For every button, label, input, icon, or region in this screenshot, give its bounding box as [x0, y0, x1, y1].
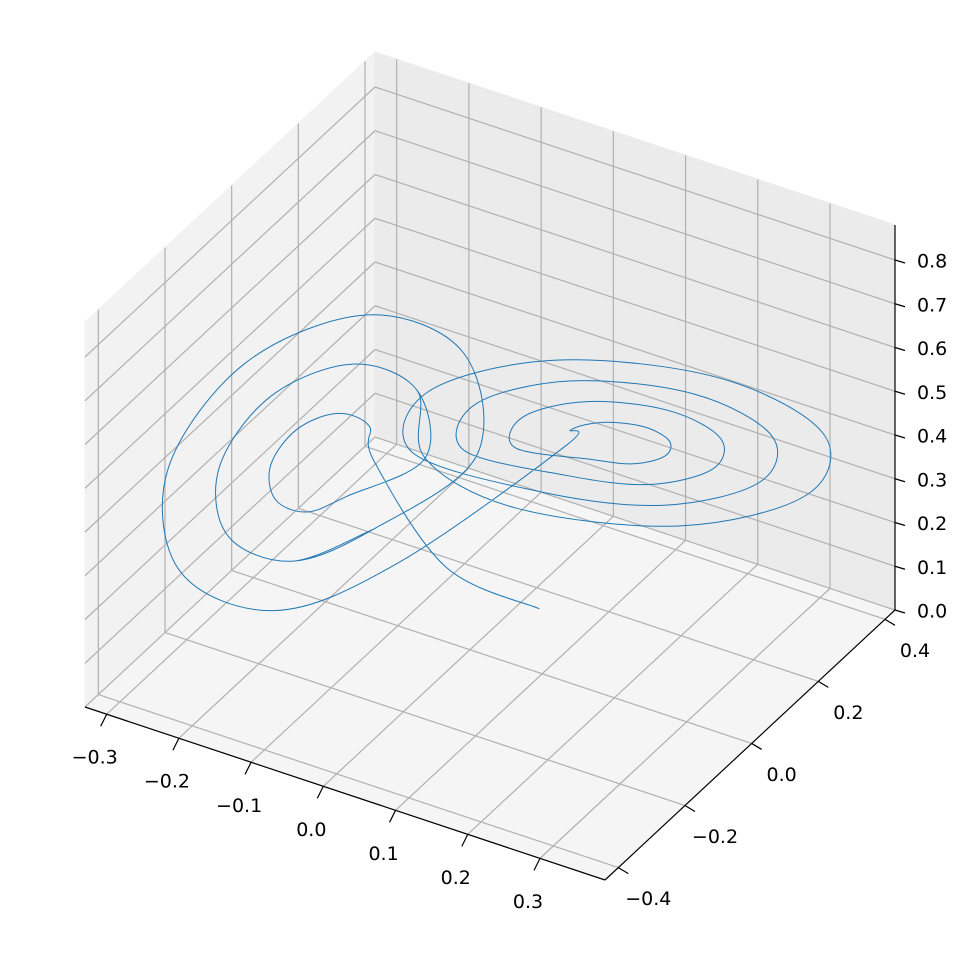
y-axis — [604, 609, 896, 881]
grid-line — [84, 436, 376, 708]
y-tick-label: 0.2 — [833, 702, 863, 724]
grid-line — [164, 631, 686, 807]
z-tick-label: 0.1 — [917, 557, 947, 579]
x-tick-label: −0.3 — [72, 747, 118, 769]
grid-line — [322, 515, 614, 787]
tick-mark — [894, 521, 906, 527]
grid-line — [84, 392, 376, 664]
grid-line — [178, 467, 470, 739]
tick-mark — [244, 761, 252, 775]
tick-mark — [389, 810, 397, 823]
tick-mark — [894, 390, 906, 395]
grid-line — [374, 86, 896, 261]
grid-line — [298, 507, 819, 682]
x-axis — [84, 706, 606, 881]
z-tick-label: 0.2 — [917, 513, 947, 535]
y-tick-label: −0.2 — [692, 826, 738, 848]
grid-line — [84, 305, 376, 577]
z-tick-label: 0.5 — [917, 382, 947, 404]
grid-line — [374, 261, 896, 436]
grid-line — [374, 130, 896, 305]
z-tick-label: 0.6 — [917, 338, 947, 360]
grid-line — [84, 86, 376, 358]
x-tick-label: 0.1 — [368, 843, 398, 865]
tick-mark — [894, 565, 906, 570]
grid-line — [231, 569, 752, 745]
x-tick-label: 0.0 — [296, 819, 326, 841]
grid-line — [374, 436, 896, 611]
grid-line — [374, 392, 896, 567]
tick-mark — [684, 805, 696, 813]
y-tick-label: −0.4 — [625, 888, 671, 910]
tick-mark — [894, 303, 906, 308]
tick-mark — [894, 346, 906, 352]
grid-line — [84, 261, 376, 533]
grid-line — [84, 217, 376, 489]
z-tick-label: 0.3 — [917, 469, 947, 491]
z-tick-label: 0.4 — [917, 426, 947, 448]
y-tick-label: 0.0 — [767, 764, 797, 786]
grid-line — [395, 539, 686, 811]
tick-mark — [894, 609, 906, 614]
trajectory — [161, 314, 832, 612]
grid-line — [374, 217, 896, 392]
tick-mark — [461, 834, 469, 847]
grid-line — [364, 445, 886, 620]
tick-mark — [894, 259, 906, 264]
grid-line — [539, 587, 831, 859]
grid-line — [250, 491, 542, 763]
tick-mark — [316, 786, 324, 799]
tick-mark — [818, 680, 829, 688]
tick-mark — [884, 618, 896, 626]
grid-line — [84, 130, 376, 402]
x-tick-label: 0.3 — [513, 891, 543, 913]
tick-mark — [618, 867, 629, 875]
grid-line — [98, 694, 619, 869]
grid-line — [84, 349, 376, 620]
tick-mark — [751, 742, 762, 750]
grid-line — [467, 563, 759, 835]
grid-line — [106, 443, 398, 715]
grid-line — [374, 173, 896, 349]
x-tick-label: 0.2 — [441, 867, 471, 889]
x-tick-label: −0.2 — [144, 771, 190, 793]
z-tick-label: 0.8 — [917, 251, 947, 273]
grid-line — [84, 174, 376, 445]
tick-mark — [100, 713, 108, 727]
x-tick-label: −0.1 — [216, 795, 262, 817]
tick-mark — [172, 737, 180, 751]
grid-line — [374, 305, 896, 480]
tick-mark — [894, 434, 906, 439]
y-tick-label: 0.4 — [900, 640, 930, 662]
z-tick-label: 0.7 — [917, 294, 947, 316]
tick-mark — [533, 858, 541, 871]
tick-mark — [894, 478, 906, 483]
z-tick-label: 0.0 — [917, 601, 947, 623]
